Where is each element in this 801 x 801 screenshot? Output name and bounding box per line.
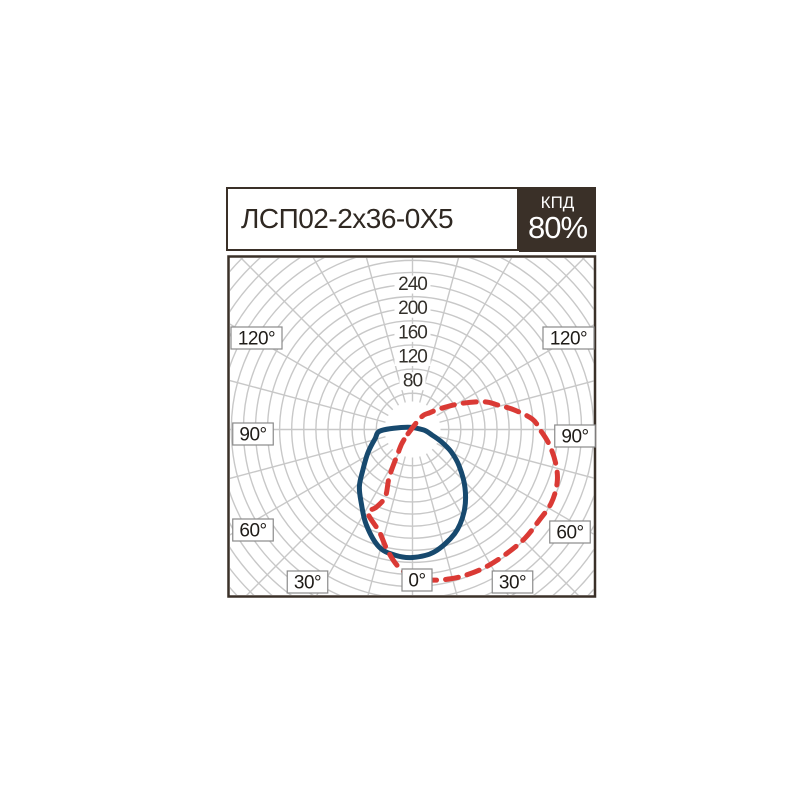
angle-label: 0° xyxy=(408,571,425,592)
angle-label: 120° xyxy=(550,329,587,350)
angle-label: 30° xyxy=(294,573,321,594)
angle-label-box xyxy=(286,570,329,594)
curve-dashed xyxy=(365,399,560,583)
angle-label: 120° xyxy=(238,329,275,350)
polar-grid xyxy=(230,258,594,595)
angle-label-box xyxy=(549,520,591,544)
angle-label: 60° xyxy=(239,521,266,542)
grid-ray xyxy=(412,429,579,595)
grid-ray xyxy=(230,428,413,536)
radial-tick-label: 160 xyxy=(398,322,427,343)
grid-ray xyxy=(240,258,413,430)
angle-label-box xyxy=(401,568,433,592)
grid-ray xyxy=(246,429,413,595)
grid-ray xyxy=(230,379,413,431)
radial-tick-label: 200 xyxy=(398,298,427,319)
angle-label-box xyxy=(232,422,274,446)
efficiency-box: КПД 80% xyxy=(519,187,596,252)
grid-ray xyxy=(411,429,509,595)
efficiency-label: КПД xyxy=(540,193,575,212)
radial-tick-label: 80 xyxy=(403,371,423,392)
grid-ray xyxy=(412,428,594,479)
grid-ray xyxy=(230,323,413,431)
grid-ray xyxy=(312,258,414,430)
grid-ray xyxy=(412,380,594,431)
angle-label-box xyxy=(491,570,534,594)
model-title-box: ЛСП02-2х36-0Х5 xyxy=(226,187,519,251)
angle-label: 60° xyxy=(556,523,583,544)
radial-tick-label: 240 xyxy=(398,274,427,295)
angle-label: 90° xyxy=(561,427,588,448)
radial-tick-bg xyxy=(394,299,431,318)
curve-solid xyxy=(356,424,469,561)
grid-ray xyxy=(230,428,413,480)
efficiency-value: 80% xyxy=(527,210,588,245)
grid-ray xyxy=(412,258,585,430)
radial-tick-bg xyxy=(399,372,426,391)
angle-label-box xyxy=(232,518,274,542)
radial-tick-label: 120 xyxy=(398,347,427,368)
angle-label-box xyxy=(554,424,596,448)
angle-label: 90° xyxy=(239,425,266,446)
radial-tick-bg xyxy=(394,348,431,367)
radial-tick-bg xyxy=(394,323,431,342)
model-title: ЛСП02-2х36-0Х5 xyxy=(241,203,454,234)
angle-label: 30° xyxy=(499,573,526,594)
angle-label-box xyxy=(542,326,595,350)
angle-label-box xyxy=(230,326,283,350)
radial-tick-bg xyxy=(394,275,431,294)
grid-ray xyxy=(411,429,458,595)
grid-ray xyxy=(411,258,513,430)
grid-ray xyxy=(367,429,414,595)
